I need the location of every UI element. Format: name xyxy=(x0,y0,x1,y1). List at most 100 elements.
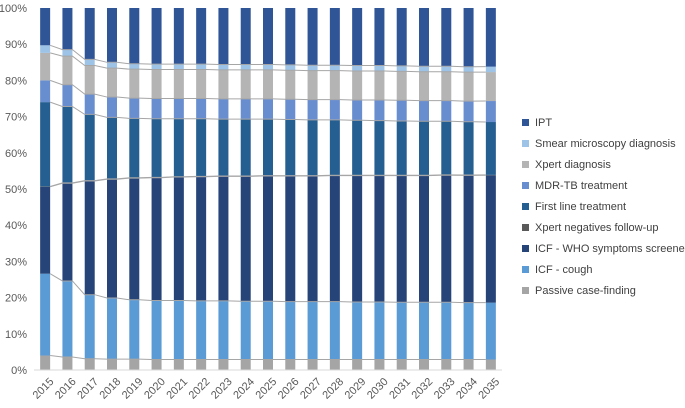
bar-segment xyxy=(486,67,496,72)
bar-segment xyxy=(285,99,295,119)
bar-segment xyxy=(486,360,496,370)
bar-segment xyxy=(374,71,384,100)
legend-item: MDR-TB treatment xyxy=(522,175,682,196)
bar-segment xyxy=(464,67,474,72)
bar-stack xyxy=(152,8,162,370)
x-tick-label: 2016 xyxy=(53,376,79,402)
bar-segment xyxy=(85,295,95,359)
bar-segment xyxy=(464,359,474,370)
bar-segment xyxy=(352,100,362,120)
bar-segment xyxy=(330,8,340,65)
bar-stack xyxy=(85,8,95,370)
bar-segment xyxy=(85,359,95,370)
bar-stack xyxy=(263,8,273,370)
bar-stack xyxy=(62,8,72,370)
bar-segment xyxy=(196,301,206,360)
bar-segment xyxy=(40,102,50,186)
bar-segment xyxy=(174,70,184,99)
bar-segment xyxy=(62,85,72,107)
bar-segment xyxy=(174,360,184,370)
bar-segment xyxy=(419,302,429,359)
y-tick-label: 40% xyxy=(5,220,27,232)
bar-segment xyxy=(241,119,251,176)
bar-segment xyxy=(308,71,318,100)
bar-segment xyxy=(85,181,95,295)
bar-segment xyxy=(218,119,228,176)
bar-segment xyxy=(218,99,228,119)
legend-item: Passive case-finding xyxy=(522,280,682,301)
bar-stack xyxy=(174,8,184,370)
y-tick-label: 100% xyxy=(0,3,27,15)
x-tick-label: 2028 xyxy=(320,376,346,402)
bar-segment xyxy=(330,120,340,175)
bar-segment xyxy=(129,359,139,370)
bar-segment xyxy=(152,99,162,119)
bar-segment xyxy=(352,66,362,71)
bar-segment xyxy=(397,8,407,66)
bar-stack xyxy=(40,8,50,370)
bar-segment xyxy=(374,121,384,176)
bar-segment xyxy=(129,118,139,177)
bar-segment xyxy=(107,8,117,62)
bar-segment xyxy=(85,59,95,65)
bar-segment xyxy=(196,8,206,64)
bar-segment xyxy=(40,274,50,356)
bar-segment xyxy=(308,302,318,360)
bar-segment xyxy=(196,64,206,69)
legend-label: MDR-TB treatment xyxy=(535,180,627,192)
legend-item: First line treatment xyxy=(522,196,682,217)
bar-segment xyxy=(40,45,50,53)
bar-segment xyxy=(196,360,206,370)
bar-segment xyxy=(464,175,474,302)
bar-segment xyxy=(196,70,206,99)
x-tick-label: 2022 xyxy=(187,376,213,402)
bar-segment xyxy=(419,176,429,303)
bar-segment xyxy=(263,70,273,99)
y-axis: 0%10%20%30%40%50%60%70%80%90%100% xyxy=(0,3,27,377)
bar-segment xyxy=(62,50,72,57)
y-tick-label: 60% xyxy=(5,148,27,160)
bar-segment xyxy=(419,101,429,122)
y-tick-label: 20% xyxy=(5,293,27,305)
bar-segment xyxy=(218,176,228,301)
bar-segment xyxy=(218,64,228,69)
bar-segment xyxy=(241,70,251,99)
bar-segment xyxy=(285,302,295,360)
bar-segment xyxy=(374,8,384,66)
bar-segment xyxy=(40,187,50,274)
bar-segment xyxy=(441,101,451,122)
bar-segment xyxy=(241,360,251,370)
bar-segment xyxy=(308,176,318,302)
bar-segment xyxy=(285,70,295,99)
bar-segment xyxy=(241,64,251,69)
bar-segment xyxy=(308,8,318,65)
bar-segment xyxy=(486,72,496,101)
legend-item: Smear microscopy diagnosis xyxy=(522,133,682,154)
legend-label: First line treatment xyxy=(535,201,626,213)
bar-segment xyxy=(397,360,407,370)
legend-item: ICF - WHO symptoms screener xyxy=(522,238,682,259)
bar-segment xyxy=(441,175,451,302)
x-tick-label: 2021 xyxy=(164,376,190,402)
bar-segment xyxy=(85,66,95,95)
bar-segment xyxy=(263,99,273,119)
bar-segment xyxy=(62,357,72,370)
legend-label: ICF - WHO symptoms screener xyxy=(535,243,685,255)
x-axis: 2015201620172018201920202021202220232024… xyxy=(31,376,503,402)
x-tick-label: 2025 xyxy=(254,376,280,402)
bar-segment xyxy=(397,100,407,121)
bar-segment xyxy=(129,8,139,64)
bar-segment xyxy=(129,300,139,359)
legend-swatch xyxy=(522,203,529,210)
x-tick-label: 2023 xyxy=(209,376,235,402)
bar-segment xyxy=(263,119,273,175)
bar-segment xyxy=(218,360,228,370)
x-tick-label: 2015 xyxy=(31,376,57,402)
bar-segment xyxy=(196,119,206,177)
bar-segment xyxy=(218,8,228,64)
bar-segment xyxy=(308,360,318,370)
bar-segment xyxy=(62,281,72,357)
bar-stack xyxy=(330,8,340,370)
bar-segment xyxy=(241,176,251,301)
bar-stack xyxy=(397,8,407,370)
